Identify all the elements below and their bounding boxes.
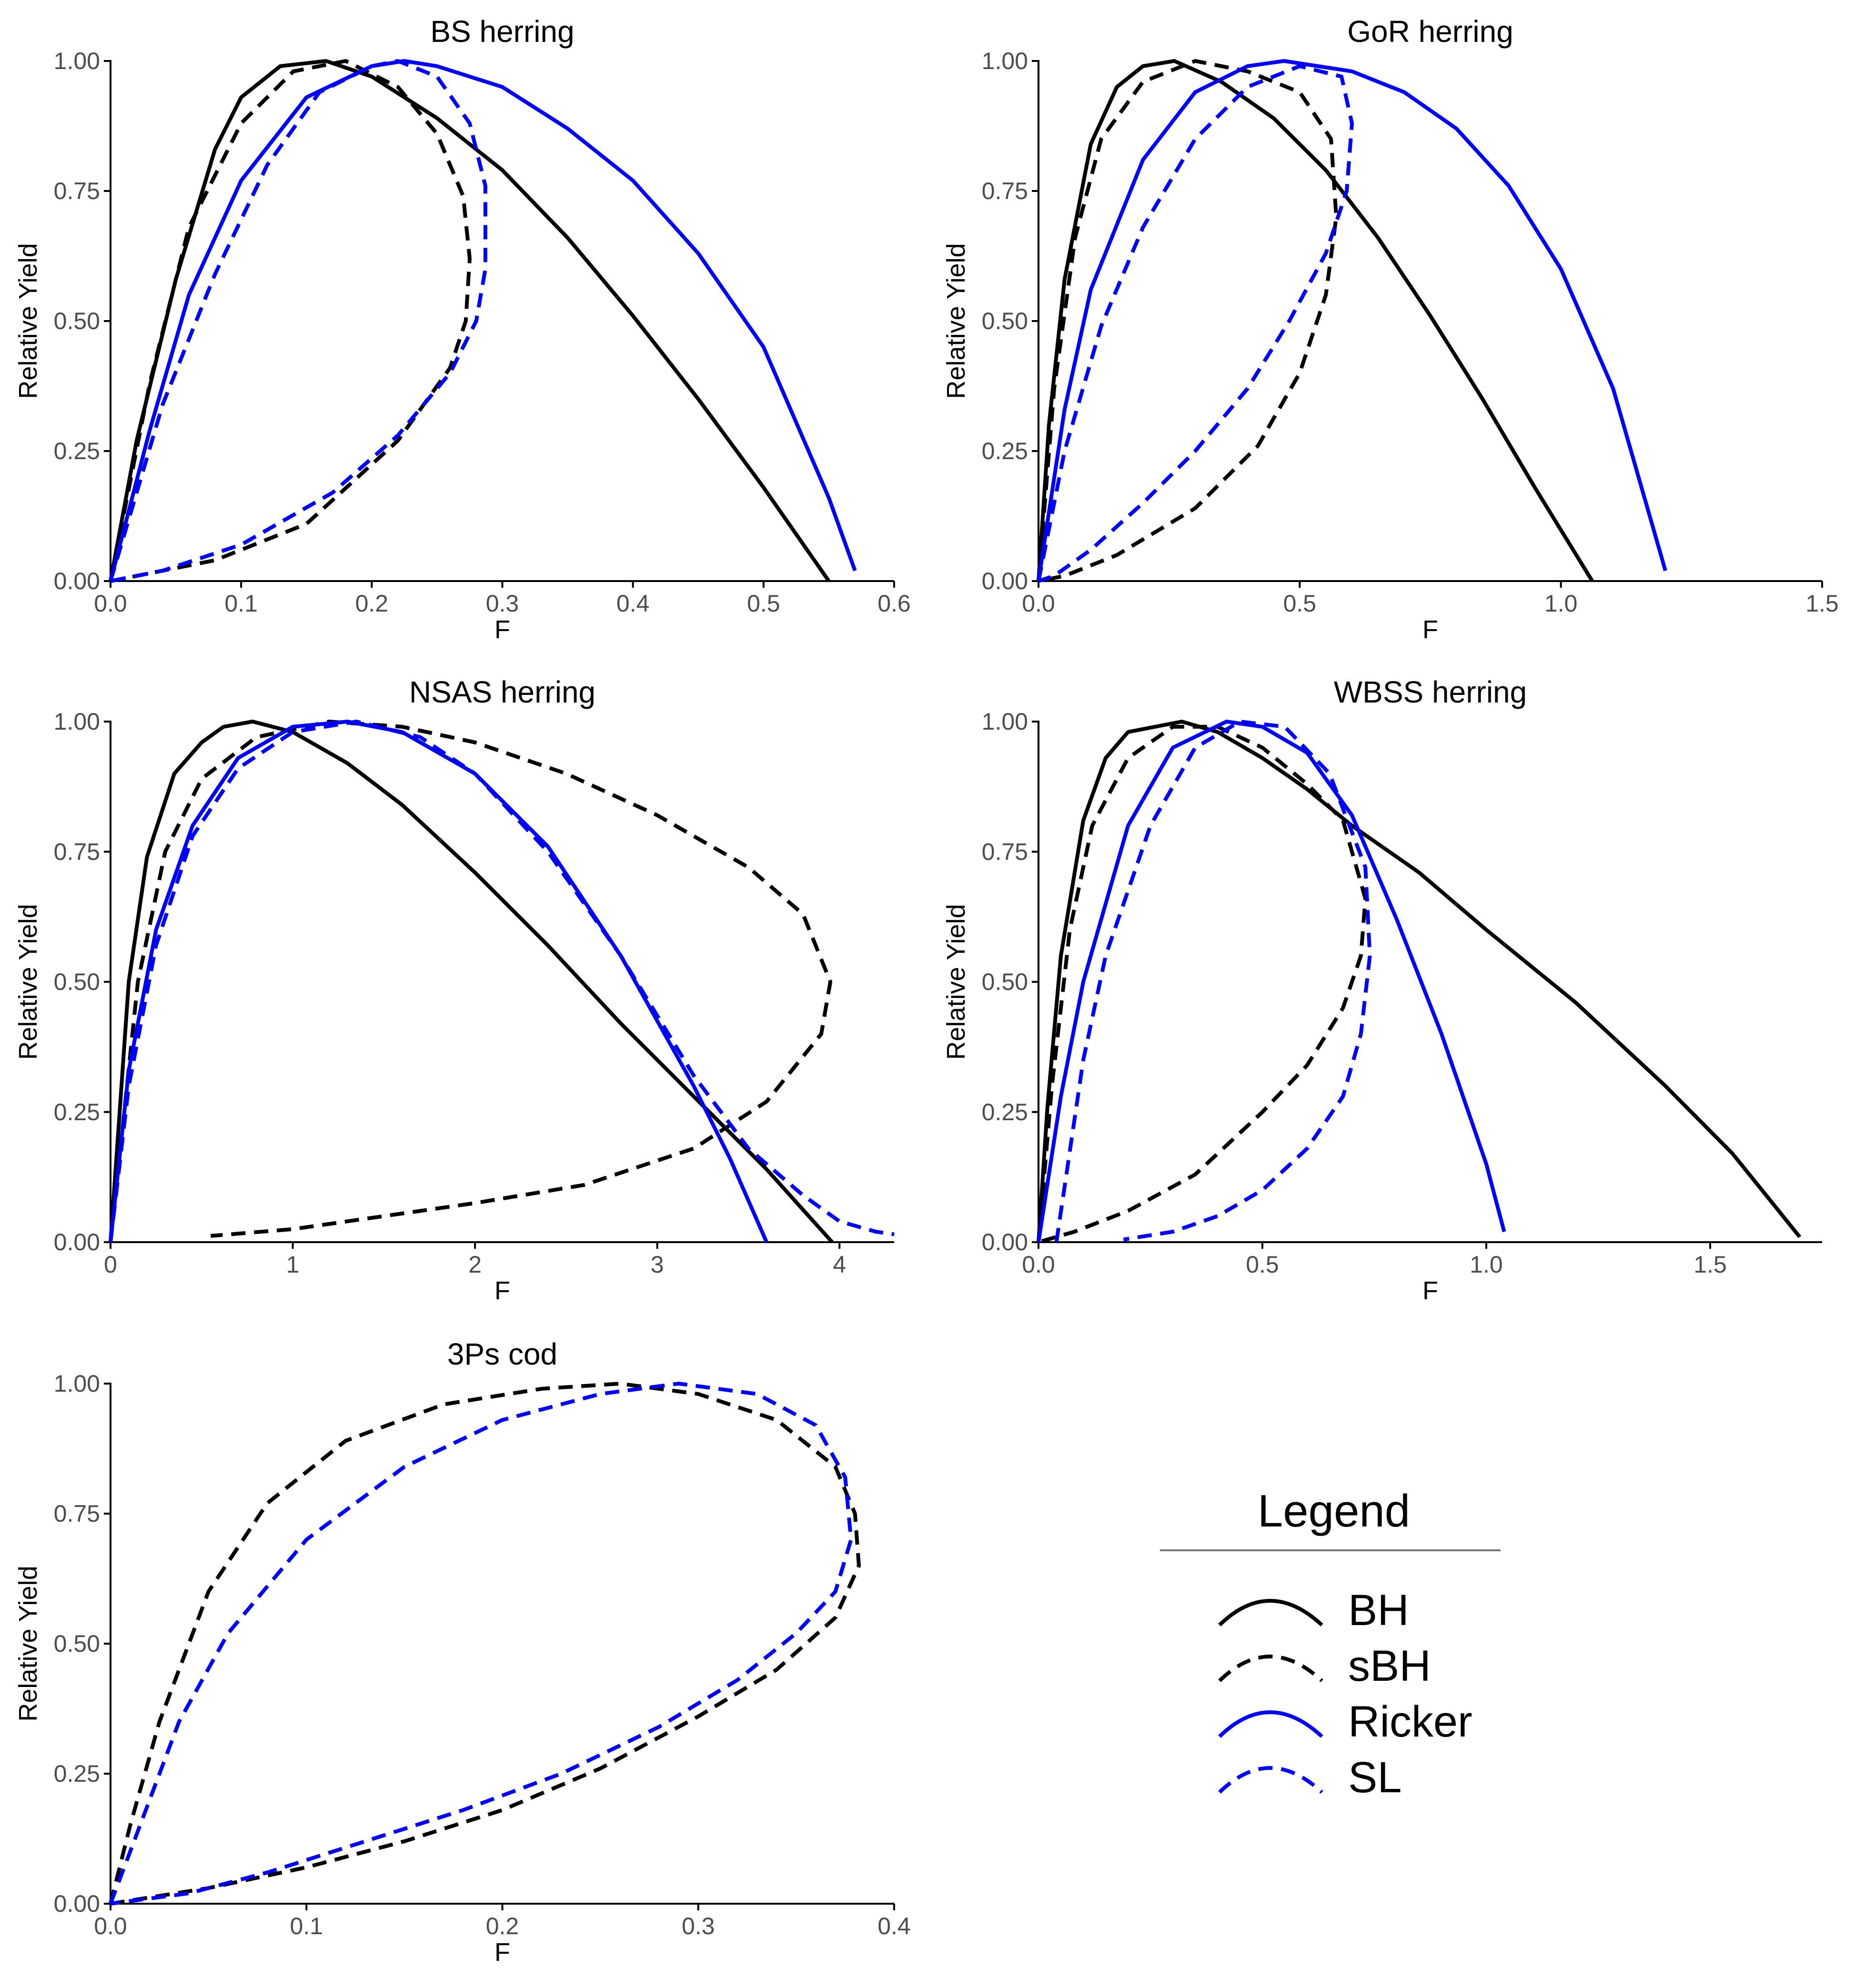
x-axis-title: F [1422,1276,1438,1305]
series-line-ricker [1037,59,1667,582]
series-line-sbh [109,1382,861,1906]
x-tick-label: 3 [651,1251,664,1278]
legend-label-sl: SL [1348,1753,1402,1802]
series-line-bh [109,720,834,1244]
x-tick-label: 1.0 [1544,590,1578,617]
chart-title: NSAS herring [409,675,595,709]
y-axis-title: Relative Yield [14,243,42,399]
series-line-sl [109,59,487,583]
y-tick-label: 1.00 [54,1370,100,1397]
x-tick-label: 0.6 [877,590,911,617]
x-tick-label: 2 [468,1251,482,1278]
y-tick-label: 0.50 [982,308,1028,334]
series-line-bh [1037,59,1594,582]
series-line-bh [109,59,831,582]
x-tick-label: 0.2 [486,1913,519,1939]
legend-key-sbh [1218,1655,1323,1682]
chart-title: GoR herring [1347,14,1513,49]
x-tick-label: 0.4 [616,590,650,617]
series-line-ricker [109,720,768,1243]
legend-label-bh: BH [1348,1586,1409,1635]
y-tick-label: 0.00 [54,568,100,594]
legend-key-sl [1218,1766,1323,1794]
x-tick-label: 0.0 [1022,590,1055,617]
y-tick-label: 0.75 [54,838,100,865]
y-tick-label: 0.25 [54,438,100,464]
y-tick-label: 0.25 [982,1099,1028,1125]
y-tick-label: 0.50 [54,308,100,334]
y-tick-label: 0.00 [54,1229,100,1255]
y-tick-label: 0.50 [982,969,1028,995]
y-tick-label: 0.25 [54,1099,100,1125]
x-tick-label: 0.3 [682,1913,715,1939]
y-tick-label: 1.00 [982,708,1028,735]
series-line-sbh [109,59,472,583]
y-axis-title: Relative Yield [942,904,970,1060]
y-tick-label: 0.75 [54,1500,100,1527]
x-tick-label: 1.5 [1694,1251,1727,1278]
x-tick-label: 0.1 [224,590,258,617]
chart-title: 3Ps cod [447,1337,557,1371]
series-line-sl [1054,720,1372,1243]
series-line-bh [1037,720,1802,1243]
y-tick-label: 0.50 [54,969,100,995]
series-line-sbh [109,720,833,1243]
x-axis-title: F [494,1276,510,1305]
series-line-ricker [1037,720,1506,1243]
x-tick-label: 0.5 [1246,1251,1279,1278]
series-line-sl [109,720,895,1243]
legend: Legend BH sBH Ricker SL [1160,1486,1501,1802]
y-tick-label: 0.50 [54,1630,100,1657]
x-tick-label: 0.0 [1022,1251,1055,1278]
chart-nsas-herring: NSAS herring 0.00 0.25 0.50 0.75 1.00 0 1 2 3 4 F Re… [14,675,895,1305]
x-axis-title: F [494,1938,510,1967]
chart-title: WBSS herring [1334,675,1527,709]
y-tick-label: 0.75 [54,178,100,204]
x-tick-label: 4 [833,1251,846,1278]
x-tick-label: 1.5 [1805,590,1839,617]
x-tick-label: 0.4 [877,1913,911,1939]
series-line-sl [1037,64,1354,583]
x-axis-title: F [1422,615,1438,644]
y-tick-label: 0.00 [982,568,1028,594]
series-line-ricker [109,59,857,582]
y-tick-label: 0.75 [982,838,1028,865]
chart-bs-herring: BS herring 0.00 0.25 0.50 0.75 1.00 0.0 0.1 0.2 0… [14,14,911,644]
x-tick-label: 0.1 [290,1913,323,1939]
series-line-sl [109,1382,853,1906]
legend-title: Legend [1258,1486,1410,1536]
y-axis-title: Relative Yield [14,1566,42,1721]
legend-key-ricker [1218,1710,1323,1738]
y-tick-label: 1.00 [54,708,100,735]
y-tick-label: 0.25 [54,1760,100,1787]
y-tick-label: 0.00 [54,1890,100,1917]
chart-gor-herring: GoR herring 0.00 0.25 0.50 0.75 1.00 0.0 0.5 1.0… [942,14,1839,644]
y-tick-label: 0.25 [982,438,1028,464]
y-tick-label: 1.00 [54,48,100,74]
x-tick-label: 1.0 [1470,1251,1503,1278]
series-line-sbh [1037,59,1339,583]
y-tick-label: 1.00 [982,48,1028,74]
chart-wbss-herring: WBSS herring 0.00 0.25 0.50 0.75 1.00 0.0 0.5 1.… [942,675,1822,1305]
chart-3ps-cod: 3Ps cod 0.00 0.25 0.50 0.75 1.00 0.0 0.1 0.2 0.3 0… [14,1337,911,1967]
x-tick-label: 1 [286,1251,300,1278]
y-axis-title: Relative Yield [942,243,970,399]
x-tick-label: 0.0 [94,1913,127,1939]
x-tick-label: 0.3 [486,590,519,617]
legend-label-sbh: sBH [1348,1642,1431,1690]
series-line-sbh [1037,724,1368,1244]
x-tick-label: 0.2 [355,590,389,617]
y-tick-label: 0.00 [982,1229,1028,1255]
legend-key-bh [1218,1599,1323,1627]
chart-title: BS herring [430,14,574,49]
x-tick-label: 0.5 [747,590,780,617]
x-tick-label: 0.5 [1283,590,1317,617]
legend-label-ricker: Ricker [1348,1697,1472,1746]
y-axis-title: Relative Yield [14,904,42,1060]
y-tick-label: 0.75 [982,178,1028,204]
x-tick-label: 0.0 [94,590,127,617]
x-axis-title: F [494,615,510,644]
x-tick-label: 0 [104,1251,117,1278]
